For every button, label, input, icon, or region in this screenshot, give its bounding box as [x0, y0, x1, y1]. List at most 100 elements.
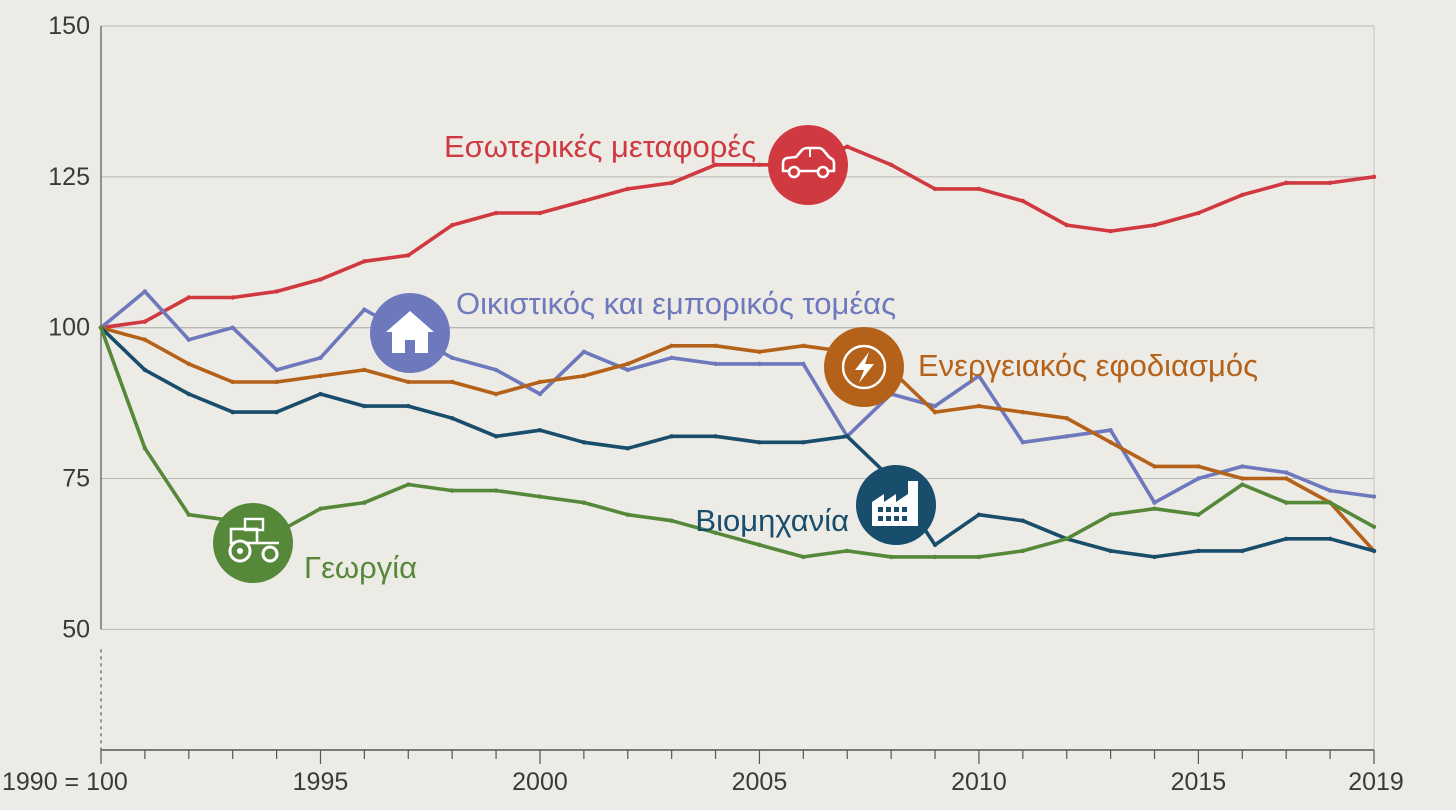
- lightning-icon: [824, 327, 904, 407]
- x-tick-label: 2015: [1171, 768, 1227, 796]
- data-point: [1152, 464, 1157, 469]
- data-point: [713, 530, 718, 535]
- data-point: [1240, 192, 1245, 198]
- data-point: [1196, 512, 1201, 517]
- data-point: [669, 343, 674, 348]
- factory-window-shape: [902, 507, 907, 512]
- data-point: [1284, 500, 1289, 505]
- data-point: [537, 494, 543, 499]
- data-point: [1327, 488, 1333, 493]
- data-point: [713, 162, 718, 167]
- data-point: [1284, 536, 1289, 542]
- y-tick-label: 75: [62, 465, 90, 493]
- lightning-ring-shape: [841, 344, 887, 390]
- data-point: [186, 295, 191, 300]
- data-point: [1284, 180, 1289, 186]
- data-point: [669, 180, 674, 186]
- data-point: [406, 379, 411, 385]
- data-point: [1064, 536, 1069, 542]
- car-body-shape: [781, 146, 836, 173]
- data-point: [757, 542, 762, 548]
- tractor-icon: [213, 503, 293, 583]
- data-point: [1284, 476, 1289, 481]
- data-point: [1240, 548, 1245, 554]
- series-line: [99, 325, 1376, 553]
- data-point: [1371, 174, 1377, 180]
- data-point: [932, 403, 938, 409]
- data-point: [888, 162, 894, 167]
- tractor-roof-shape: [243, 517, 265, 532]
- data-point: [1064, 434, 1069, 439]
- data-point: [274, 379, 279, 385]
- data-point: [1108, 428, 1113, 433]
- data-point: [581, 349, 587, 354]
- data-point: [932, 186, 938, 192]
- data-point: [932, 554, 938, 560]
- series-label: Οικιστικός και εμπορικός τομέας: [456, 286, 896, 321]
- data-point: [713, 343, 718, 348]
- data-point: [142, 337, 148, 342]
- factory-window-shape: [886, 516, 891, 521]
- data-point: [845, 144, 850, 149]
- gridlines: [101, 25, 1375, 750]
- car-icon: [768, 125, 848, 205]
- lightning-bolt-shape: [855, 352, 874, 383]
- data-point: [1020, 548, 1026, 554]
- data-point: [581, 440, 587, 445]
- data-point: [932, 409, 938, 415]
- data-point: [669, 434, 674, 439]
- data-point: [1108, 512, 1113, 517]
- data-point: [362, 307, 367, 312]
- data-point: [581, 373, 587, 379]
- data-point: [801, 554, 806, 560]
- y-tick-label: 50: [62, 615, 90, 643]
- data-point: [976, 403, 982, 409]
- data-point: [186, 512, 191, 517]
- data-point: [493, 434, 499, 439]
- data-point: [801, 361, 806, 367]
- data-point: [1371, 494, 1377, 499]
- data-point: [142, 367, 148, 373]
- data-point: [932, 542, 938, 548]
- data-point: [537, 210, 543, 216]
- data-point: [230, 409, 235, 415]
- data-point: [976, 186, 982, 192]
- data-point: [1064, 415, 1069, 421]
- series-line: [99, 144, 1376, 330]
- data-point: [625, 361, 630, 367]
- data-point: [757, 361, 762, 367]
- series-label: Ενεργειακός εφοδιασμός: [918, 348, 1258, 383]
- series-line: [99, 325, 1376, 559]
- factory-window-shape: [886, 507, 891, 512]
- car-wheel-shape: [816, 165, 830, 179]
- data-point: [669, 355, 674, 361]
- data-point: [713, 434, 718, 439]
- data-point: [142, 289, 148, 294]
- data-point: [1196, 464, 1201, 469]
- data-point: [888, 554, 894, 560]
- series-label: Βιομηχανία: [695, 503, 849, 538]
- house-icon: [370, 293, 450, 373]
- data-point: [142, 319, 148, 324]
- data-point: [757, 440, 762, 445]
- data-point: [1371, 548, 1377, 554]
- data-point: [625, 186, 630, 192]
- data-point: [537, 428, 543, 433]
- factory-window-shape: [894, 507, 899, 512]
- data-point: [362, 403, 367, 409]
- series-line: [99, 289, 1376, 505]
- data-point: [1327, 180, 1333, 186]
- data-point: [362, 367, 367, 373]
- data-point: [1196, 548, 1201, 554]
- data-point: [186, 391, 191, 397]
- data-point: [1327, 500, 1333, 505]
- data-point: [581, 500, 587, 505]
- data-point: [230, 295, 235, 300]
- car-wheel-shape: [787, 165, 801, 179]
- house-shape: [386, 311, 434, 353]
- data-point: [493, 210, 499, 216]
- data-point: [845, 434, 850, 439]
- data-point: [449, 379, 455, 385]
- series-line: [99, 325, 1376, 559]
- data-point: [1152, 506, 1157, 511]
